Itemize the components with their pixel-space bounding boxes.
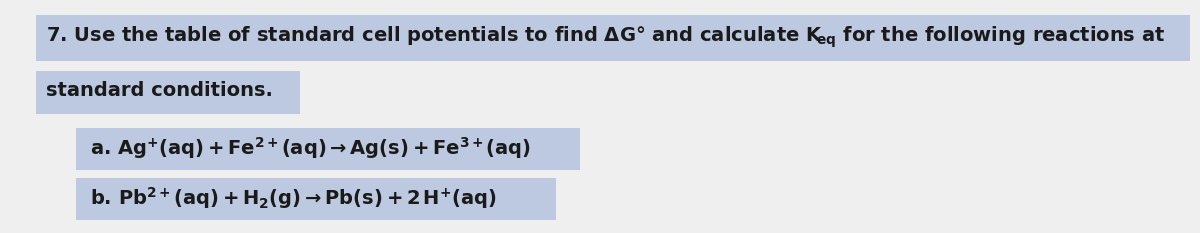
Text: standard conditions.: standard conditions. [46,81,272,100]
Text: b. $\mathbf{Pb^{2+}(aq) + H_{2}(g) \rightarrow Pb(s) + 2\,H^{+}(aq)}$: b. $\mathbf{Pb^{2+}(aq) + H_{2}(g) \righ… [90,185,497,211]
Text: 7. Use the table of standard cell potentials to find $\mathbf{\Delta G°}$ and ca: 7. Use the table of standard cell potent… [46,24,1165,50]
FancyBboxPatch shape [76,178,556,220]
FancyBboxPatch shape [76,128,580,170]
FancyBboxPatch shape [36,71,300,114]
FancyBboxPatch shape [36,15,1190,61]
Text: a. $\mathbf{Ag^{+}(aq) + Fe^{2+}(aq) \rightarrow Ag(s) + Fe^{3+}(aq)}$: a. $\mathbf{Ag^{+}(aq) + Fe^{2+}(aq) \ri… [90,135,532,161]
